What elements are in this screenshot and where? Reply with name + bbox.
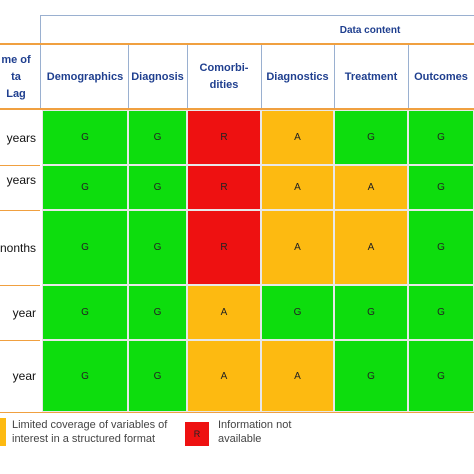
status-cell: R (187, 110, 261, 165)
status-cell: G (42, 165, 128, 210)
status-cell: A (261, 165, 334, 210)
row-separator (0, 210, 40, 211)
status-cell: G (42, 210, 128, 285)
row-label-header: me of ta Lag (1, 53, 31, 100)
status-cell: G (128, 340, 187, 412)
status-cell: A (261, 210, 334, 285)
status-cell: G (408, 165, 474, 210)
row-label: years (6, 173, 36, 187)
table-bottom-line (0, 412, 474, 413)
header-bottom-line (0, 108, 474, 110)
status-cell: A (187, 340, 261, 412)
column-header-demographics: Demographics (46, 70, 124, 83)
status-cell: G (408, 210, 474, 285)
column-header-comorbidities: Comorbi- dities (199, 62, 249, 91)
status-cell: A (334, 165, 408, 210)
status-cell: A (334, 210, 408, 285)
header-divider (408, 45, 409, 108)
status-cell: A (187, 285, 261, 340)
row-separator (0, 285, 40, 286)
status-cell: G (334, 285, 408, 340)
status-cell: G (128, 110, 187, 165)
status-cell: G (261, 285, 334, 340)
legend-swatch-red-code: R (193, 429, 201, 439)
status-cell: G (42, 285, 128, 340)
status-cell: G (334, 110, 408, 165)
status-cell: G (408, 340, 474, 412)
status-cell: G (408, 285, 474, 340)
status-cell: G (42, 110, 128, 165)
status-cell: G (128, 165, 187, 210)
row-label: year (12, 305, 36, 320)
row-separator (0, 340, 40, 341)
header-divider (334, 45, 335, 108)
status-cell: A (261, 340, 334, 412)
column-header-diagnostics: Diagnostics (266, 70, 329, 83)
legend-text-red: Information not available (218, 419, 292, 445)
status-cell: R (187, 165, 261, 210)
status-cell: R (187, 210, 261, 285)
header-group-bar (40, 15, 474, 43)
status-cell: G (42, 340, 128, 412)
data-content-label: Data content (339, 24, 401, 36)
header-divider (128, 45, 129, 108)
column-header-treatment: Treatment (344, 70, 398, 83)
status-cell: G (334, 340, 408, 412)
row-label: years (6, 130, 36, 145)
header-divider (40, 45, 41, 108)
legend-swatch-amber (0, 418, 6, 446)
legend-text-amber: Limited coverage of variables of interes… (12, 419, 168, 445)
row-label: year (12, 369, 36, 383)
row-label: nonths (0, 240, 36, 255)
row-separator (0, 165, 40, 166)
header-top-line (0, 43, 474, 45)
status-cell: G (408, 110, 474, 165)
header-divider (261, 45, 262, 108)
column-header-diagnosis: Diagnosis (131, 70, 184, 83)
header-divider (187, 45, 188, 108)
column-header-outcomes: Outcomes (414, 70, 468, 83)
status-cell: G (128, 285, 187, 340)
legend-swatch-red: R (185, 422, 209, 446)
status-cell: A (261, 110, 334, 165)
status-cell: G (128, 210, 187, 285)
